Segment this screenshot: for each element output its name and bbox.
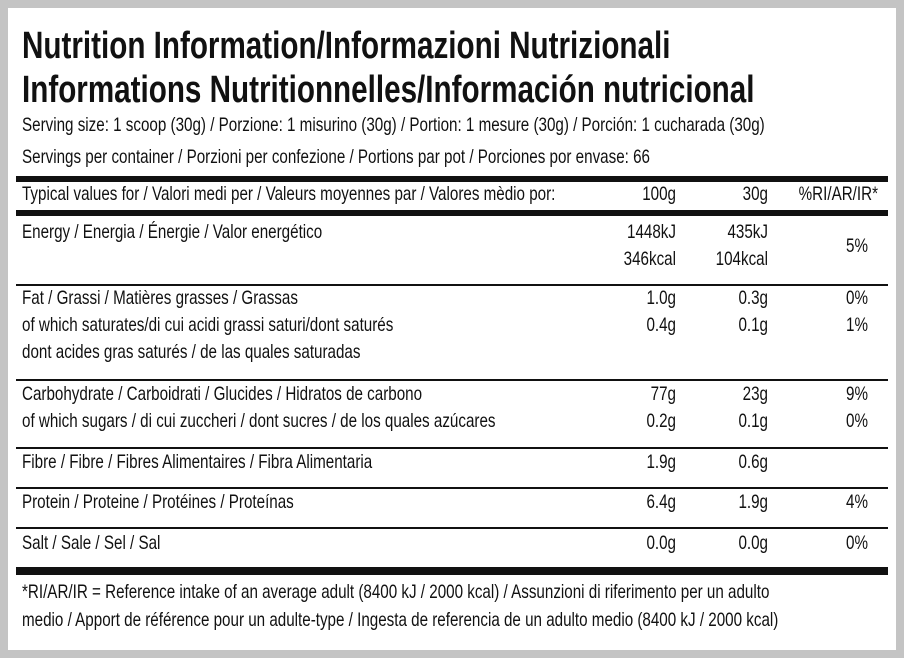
value-100g: 1.0g [646, 286, 676, 308]
value-100g: 346kcal [624, 247, 676, 269]
nutrient-label: Energy / Energia / Énergie / Valor energ… [22, 220, 322, 242]
value-ri: 1% [846, 313, 868, 335]
value-30g: 0.0g [738, 531, 768, 553]
value-100g: 1.9g [646, 450, 676, 472]
footnote-line: medio / Apport de référence pour un adul… [22, 608, 778, 630]
value-ri: 0% [846, 409, 868, 431]
value-30g: 23g [743, 382, 768, 404]
nutrient-label: Protein / Proteine / Protéines / Proteín… [22, 490, 294, 512]
column-header: %RI/AR/IR* [799, 182, 879, 204]
title-line: Nutrition Information/Informazioni Nutri… [22, 25, 670, 67]
value-30g: 0.6g [738, 450, 768, 472]
value-100g: 0.2g [646, 409, 676, 431]
value-ri: 0% [846, 531, 868, 553]
nutrient-label: of which saturates/di cui acidi grassi s… [22, 313, 393, 335]
value-30g: 0.1g [738, 409, 768, 431]
value-ri: 4% [846, 490, 868, 512]
servings-per-container: Servings per container / Porzioni per co… [22, 145, 650, 167]
column-header: Typical values for / Valori medi per / V… [22, 182, 555, 204]
column-header: 100g [642, 182, 676, 204]
value-30g: 0.3g [738, 286, 768, 308]
serving-size: Serving size: 1 scoop (30g) / Porzione: … [22, 113, 765, 135]
footnote-line: *RI/AR/IR = Reference intake of an avera… [22, 580, 769, 602]
title-line: Informations Nutritionnelles/Información… [22, 69, 754, 111]
value-30g: 1.9g [738, 490, 768, 512]
value-30g: 104kcal [716, 247, 768, 269]
nutrient-label: dont acides gras saturés / de las quales… [22, 340, 360, 362]
column-header: 30g [743, 182, 768, 204]
value-100g: 77g [651, 382, 676, 404]
value-100g: 0.4g [646, 313, 676, 335]
value-ri: 5% [846, 234, 868, 256]
nutrient-label: of which sugars / di cui zuccheri / dont… [22, 409, 495, 431]
value-ri: 0% [846, 286, 868, 308]
value-100g: 0.0g [646, 531, 676, 553]
value-ri: 9% [846, 382, 868, 404]
value-100g: 6.4g [646, 490, 676, 512]
nutrient-label: Fibre / Fibre / Fibres Alimentaires / Fi… [22, 450, 373, 472]
value-30g: 0.1g [738, 313, 768, 335]
nutrient-label: Fat / Grassi / Matières grasses / Grassa… [22, 286, 298, 308]
value-30g: 435kJ [727, 220, 768, 242]
nutrient-label: Carbohydrate / Carboidrati / Glucides / … [22, 382, 422, 404]
nutrient-label: Salt / Sale / Sel / Sal [22, 531, 160, 553]
thick-rule [16, 567, 888, 575]
value-100g: 1448kJ [627, 220, 676, 242]
thick-rule [16, 210, 888, 216]
thick-rule [16, 176, 888, 182]
